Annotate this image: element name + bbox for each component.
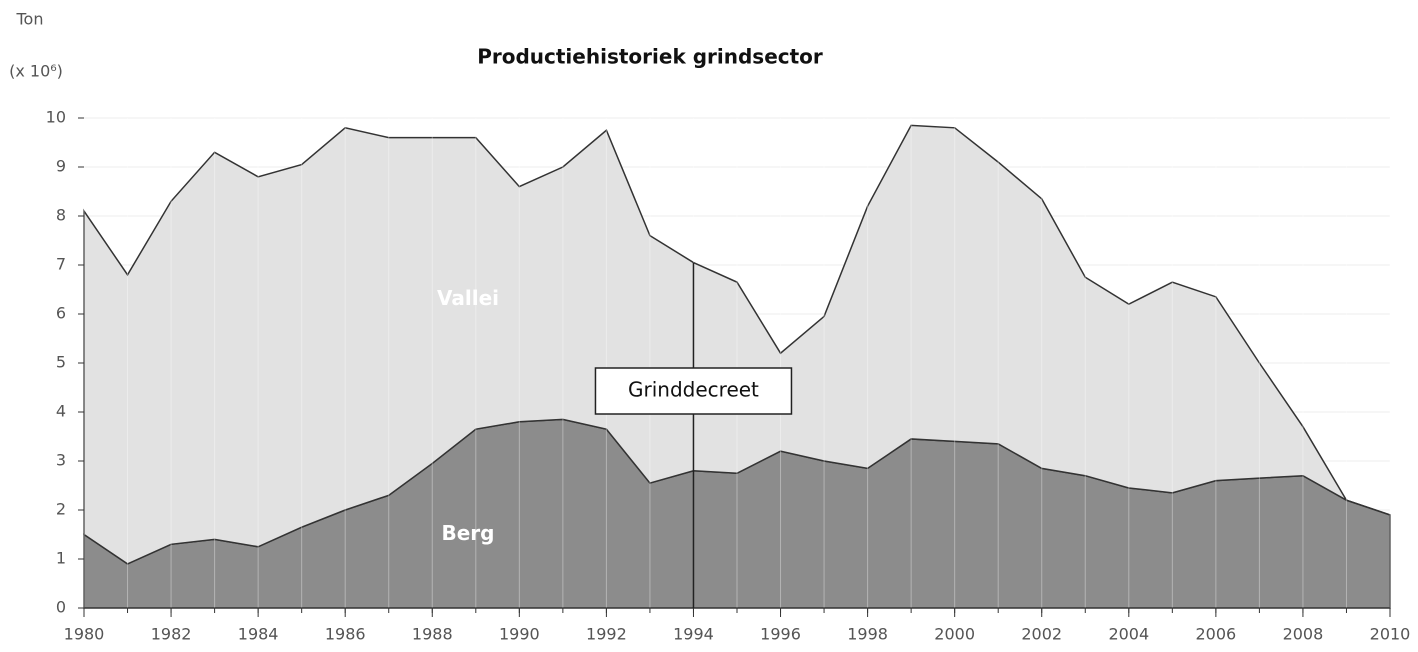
y-tick-label: 0 [56,598,66,617]
x-tick-label: 1984 [238,625,279,644]
x-tick-label: 1994 [673,625,714,644]
y-tick-label: 4 [56,402,66,421]
x-tick-label: 2000 [934,625,975,644]
x-tick-label: 2004 [1108,625,1149,644]
x-tick-label: 1998 [847,625,888,644]
annotation-text: Grinddecreet [628,378,759,402]
x-tick-label: 2006 [1196,625,1237,644]
chart-title: Productiehistoriek grindsector [477,45,823,69]
x-tick-label: 1986 [325,625,366,644]
y-axis-label: Ton [16,10,44,29]
y-tick-label: 3 [56,451,66,470]
series-label: Berg [442,521,495,545]
x-tick-label: 1982 [151,625,192,644]
x-tick-label: 1992 [586,625,627,644]
y-tick-label: 6 [56,304,66,323]
y-tick-label: 5 [56,353,66,372]
y-axis-unit: (x 10⁶) [9,62,63,81]
y-tick-label: 9 [56,157,66,176]
y-tick-label: 1 [56,549,66,568]
y-tick-label: 2 [56,500,66,519]
x-tick-label: 1996 [760,625,801,644]
x-tick-label: 2002 [1021,625,1062,644]
y-tick-label: 10 [46,108,66,127]
annotation-box [594,367,793,415]
y-tick-label: 8 [56,206,66,225]
area [83,124,1391,565]
y-tick-label: 7 [56,255,66,274]
x-tick-label: 1980 [64,625,105,644]
x-tick-label: 1988 [412,625,453,644]
x-tick-label: 2008 [1283,625,1324,644]
x-tick-label: 1990 [499,625,540,644]
series-label: Vallei [437,286,499,310]
x-tick-label: 2010 [1370,625,1411,644]
